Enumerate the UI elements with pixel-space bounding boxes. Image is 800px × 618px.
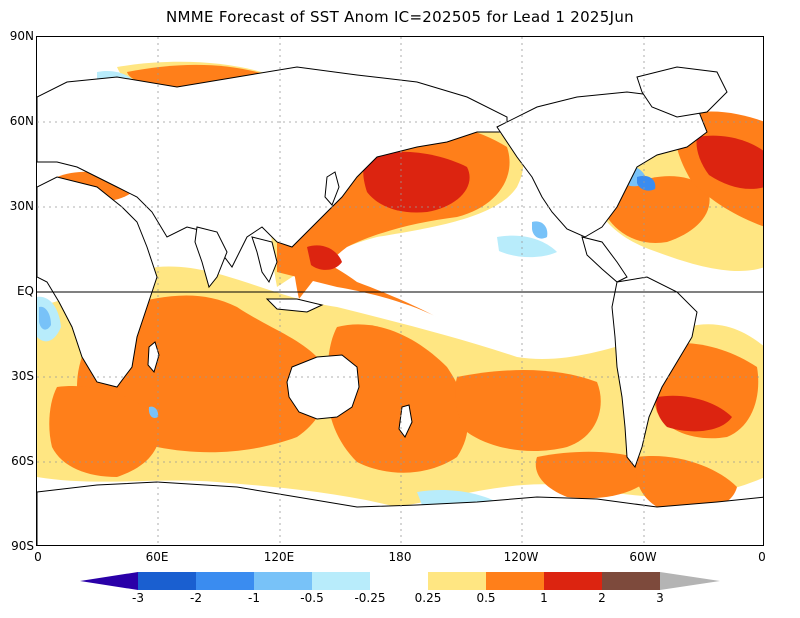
colorbar-segment-lowest: [80, 572, 138, 590]
lon-label-180: 180: [388, 550, 412, 564]
colorbar-segment-6: [370, 572, 428, 590]
colorbar-segment-2: [138, 572, 196, 590]
colorbar-label-neg1: -1: [248, 591, 260, 605]
colorbar-segment-10: [602, 572, 660, 590]
lat-label-30s: 30S: [11, 369, 34, 383]
colorbar-segment-5: [312, 572, 370, 590]
eurasia-land: [37, 66, 508, 268]
lon-label-0: 0: [34, 550, 42, 564]
graticule: [37, 37, 763, 545]
lat-label-30n: 30N: [9, 199, 34, 213]
north-america-land: [496, 91, 708, 238]
colorbar-label-neg0-5: -0.5: [300, 591, 324, 605]
map-canvas: [37, 37, 763, 545]
lon-label-60w: 60W: [629, 550, 657, 564]
japan-land: [324, 171, 340, 206]
colorbar-label-0-25: 0.25: [414, 591, 442, 605]
lat-label-eq: EQ: [16, 284, 34, 298]
lat-label-90s: 90S: [11, 539, 34, 553]
colorbar-label-1: 1: [540, 591, 548, 605]
colorbar-segment-7: [428, 572, 486, 590]
africa-land: [37, 176, 158, 388]
colorbar-segment-3: [196, 572, 254, 590]
india-land: [194, 226, 228, 289]
indonesia-land: [265, 298, 324, 313]
lon-label-120w: 120W: [503, 550, 539, 564]
colorbar-segment-highest: [660, 572, 720, 590]
madagascar-land: [147, 341, 160, 374]
antarctica-land: [37, 481, 763, 545]
colorbar: [80, 572, 720, 590]
lat-label-60s: 60S: [11, 454, 34, 468]
colorbar-segment-9: [544, 572, 602, 590]
lat-label-60n: 60N: [9, 114, 34, 128]
greenland-land: [636, 66, 728, 118]
australia-land: [286, 354, 360, 420]
colorbar-label-neg0-25: -0.25: [354, 591, 386, 605]
south-america-land: [611, 276, 698, 469]
lon-label-120e: 120E: [263, 550, 295, 564]
indochina-land: [251, 236, 278, 284]
lat-label-90n: 90N: [9, 29, 34, 43]
colorbar-segment-4: [254, 572, 312, 590]
new-zealand-land: [398, 404, 413, 438]
colorbar-label-neg3: -3: [132, 591, 144, 605]
land-masses: [37, 66, 763, 545]
lon-label-0-east: 0: [758, 550, 766, 564]
map-title: NMME Forecast of SST Anom IC=202505 for …: [166, 8, 634, 26]
colorbar-label-neg2: -2: [190, 591, 202, 605]
colorbar-label-3: 3: [656, 591, 664, 605]
colorbar-label-0-5: 0.5: [476, 591, 496, 605]
lon-label-60e: 60E: [145, 550, 169, 564]
colorbar-segment-8: [486, 572, 544, 590]
central-america-land: [581, 236, 628, 283]
colorbar-label-2: 2: [598, 591, 606, 605]
sst-anomaly-map: [36, 36, 764, 546]
